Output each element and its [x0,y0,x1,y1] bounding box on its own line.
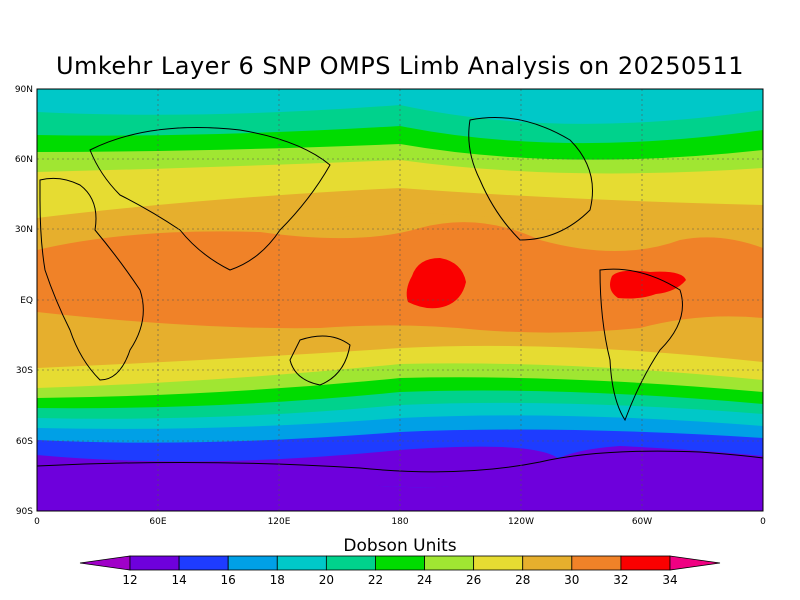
colorbar-tick-label: 14 [171,573,186,587]
colorbar-tick-label: 34 [662,573,677,587]
colorbar-tick-label: 16 [221,573,236,587]
colorbar-left-arrow [79,555,131,571]
lon-label: 0 [760,517,766,527]
lon-label: 180 [391,517,408,527]
coastlines [37,117,763,473]
max-central-pacific [406,258,466,309]
lon-label: 0 [34,517,40,527]
colorbar-cell [129,555,180,571]
lon-label: 60W [632,517,652,527]
map-title: Umkehr Layer 6 SNP OMPS Limb Analysis on… [55,52,745,80]
lon-label: 120W [508,517,534,527]
max-south-america [610,270,686,299]
colorbar-tick-label: 32 [613,573,628,587]
lat-axis: 90N 60N 30N EQ 30S 60S 90S [15,85,33,517]
colorbar-cell [424,555,475,571]
colorbar-tick-label: 26 [466,573,481,587]
lon-label: 120E [268,517,291,527]
graticule [37,89,763,511]
colorbar-cell [522,555,573,571]
lat-label: EQ [20,296,33,306]
colorbar-tick-label: 12 [122,573,137,587]
colorbar-cells [129,555,671,571]
colorbar-tick-label: 24 [417,573,432,587]
colorbar-cell [571,555,622,571]
colorbar-tick-label: 30 [564,573,579,587]
band-north-18-20 [37,89,763,124]
lon-label: 60E [149,517,166,527]
lat-label: 30S [16,366,33,376]
colorbar-cell [620,555,671,571]
lat-label: 60S [16,437,33,447]
colorbar-tick-label: 28 [515,573,530,587]
lat-label: 90S [16,507,33,517]
colorbar-label: Dobson Units [343,536,457,556]
colorbar-tick-label: 20 [319,573,334,587]
colorbar-tick-label: 18 [270,573,285,587]
lat-label: 30N [15,225,33,235]
colorbar-cell [276,555,327,571]
lat-label: 60N [15,155,33,165]
colorbar-right-arrow [669,555,721,571]
lat-label: 90N [15,85,33,95]
colorbar-cell [375,555,425,571]
map-frame [36,88,764,512]
band-30-32-tropics [37,222,763,333]
colorbar-ticks: 12 14 16 18 20 22 24 26 28 30 32 34 [122,573,677,587]
antarctic-purple [37,446,763,511]
colorbar-cell [227,555,278,571]
lon-axis: 0 60E 120E 180 120W 60W 0 [34,517,766,527]
colorbar-cell [473,555,524,571]
colorbar-cell [178,555,229,571]
colorbar: 12 14 16 18 20 22 24 26 28 30 32 34 [79,555,721,587]
colorbar-cell [325,555,376,571]
colorbar-tick-label: 22 [368,573,383,587]
